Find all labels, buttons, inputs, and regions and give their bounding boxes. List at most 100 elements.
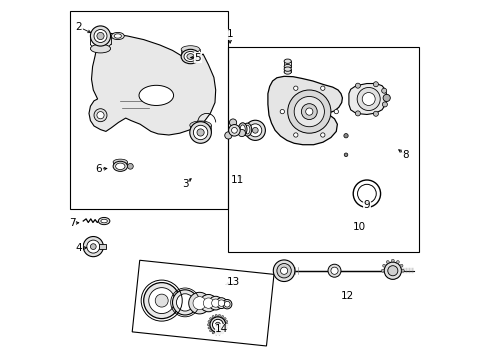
Circle shape xyxy=(209,330,211,332)
Ellipse shape xyxy=(244,120,265,140)
Circle shape xyxy=(212,332,214,334)
Ellipse shape xyxy=(113,159,127,165)
Circle shape xyxy=(356,87,380,111)
Circle shape xyxy=(224,330,225,332)
Circle shape xyxy=(280,109,284,114)
Circle shape xyxy=(143,283,179,319)
Circle shape xyxy=(221,332,223,334)
Circle shape xyxy=(207,320,210,323)
Circle shape xyxy=(207,327,210,329)
Ellipse shape xyxy=(114,34,121,38)
Circle shape xyxy=(228,125,240,136)
Circle shape xyxy=(384,262,401,279)
Circle shape xyxy=(399,264,402,267)
Circle shape xyxy=(330,267,337,274)
Text: 2: 2 xyxy=(76,22,82,32)
Circle shape xyxy=(327,264,340,277)
Ellipse shape xyxy=(101,219,107,223)
Ellipse shape xyxy=(248,124,261,137)
Circle shape xyxy=(229,119,236,126)
Circle shape xyxy=(90,26,110,46)
Circle shape xyxy=(83,237,103,257)
Circle shape xyxy=(218,300,224,306)
Circle shape xyxy=(343,134,347,138)
Circle shape xyxy=(211,299,219,307)
Text: 7: 7 xyxy=(69,218,76,228)
Circle shape xyxy=(200,294,217,312)
Polygon shape xyxy=(348,84,386,114)
Circle shape xyxy=(293,86,297,90)
Circle shape xyxy=(94,109,107,122)
Circle shape xyxy=(155,294,168,307)
Circle shape xyxy=(387,266,397,276)
Circle shape xyxy=(225,320,227,323)
Ellipse shape xyxy=(240,125,244,134)
Ellipse shape xyxy=(115,163,125,170)
Circle shape xyxy=(176,294,193,311)
Circle shape xyxy=(293,133,297,137)
Circle shape xyxy=(188,292,210,314)
Circle shape xyxy=(382,264,385,267)
Circle shape xyxy=(344,153,347,157)
Circle shape xyxy=(225,324,228,326)
Circle shape xyxy=(172,290,197,315)
Circle shape xyxy=(197,129,204,136)
Ellipse shape xyxy=(181,49,200,64)
Circle shape xyxy=(355,83,360,88)
Circle shape xyxy=(238,130,245,137)
Circle shape xyxy=(355,111,360,116)
Circle shape xyxy=(216,298,226,309)
Text: 13: 13 xyxy=(226,276,239,287)
Circle shape xyxy=(193,125,207,140)
Text: 12: 12 xyxy=(340,291,353,301)
Ellipse shape xyxy=(224,301,230,307)
Ellipse shape xyxy=(127,163,133,169)
Circle shape xyxy=(362,93,374,105)
Circle shape xyxy=(373,111,378,116)
Circle shape xyxy=(382,102,386,107)
Circle shape xyxy=(390,259,393,262)
Circle shape xyxy=(193,297,205,310)
Ellipse shape xyxy=(189,121,211,130)
Circle shape xyxy=(208,296,222,310)
Circle shape xyxy=(218,314,220,316)
Circle shape xyxy=(212,319,223,330)
Circle shape xyxy=(87,240,100,253)
Circle shape xyxy=(381,88,386,93)
Circle shape xyxy=(273,260,294,282)
Circle shape xyxy=(221,315,223,318)
Circle shape xyxy=(381,269,384,272)
Ellipse shape xyxy=(244,125,249,134)
Circle shape xyxy=(386,261,388,264)
Bar xyxy=(99,244,105,249)
Circle shape xyxy=(225,327,227,329)
Circle shape xyxy=(212,315,214,318)
Ellipse shape xyxy=(113,161,127,171)
Circle shape xyxy=(280,267,287,274)
Text: 6: 6 xyxy=(95,164,102,174)
Text: 3: 3 xyxy=(182,179,188,189)
Circle shape xyxy=(276,264,291,278)
Text: 5: 5 xyxy=(194,53,201,63)
Circle shape xyxy=(218,333,220,335)
Ellipse shape xyxy=(98,217,110,225)
Circle shape xyxy=(215,314,217,316)
Circle shape xyxy=(94,30,107,42)
Ellipse shape xyxy=(183,51,197,62)
Circle shape xyxy=(224,318,225,320)
Circle shape xyxy=(396,261,399,264)
Text: 11: 11 xyxy=(230,175,244,185)
Circle shape xyxy=(333,109,338,114)
Circle shape xyxy=(382,94,389,102)
Circle shape xyxy=(189,122,211,143)
Circle shape xyxy=(97,112,104,119)
Circle shape xyxy=(373,82,378,87)
Ellipse shape xyxy=(243,123,251,136)
Circle shape xyxy=(231,127,237,133)
Ellipse shape xyxy=(111,32,124,40)
Circle shape xyxy=(224,132,231,139)
Ellipse shape xyxy=(252,127,258,133)
Polygon shape xyxy=(89,32,215,135)
Ellipse shape xyxy=(284,67,291,71)
Ellipse shape xyxy=(357,184,375,203)
